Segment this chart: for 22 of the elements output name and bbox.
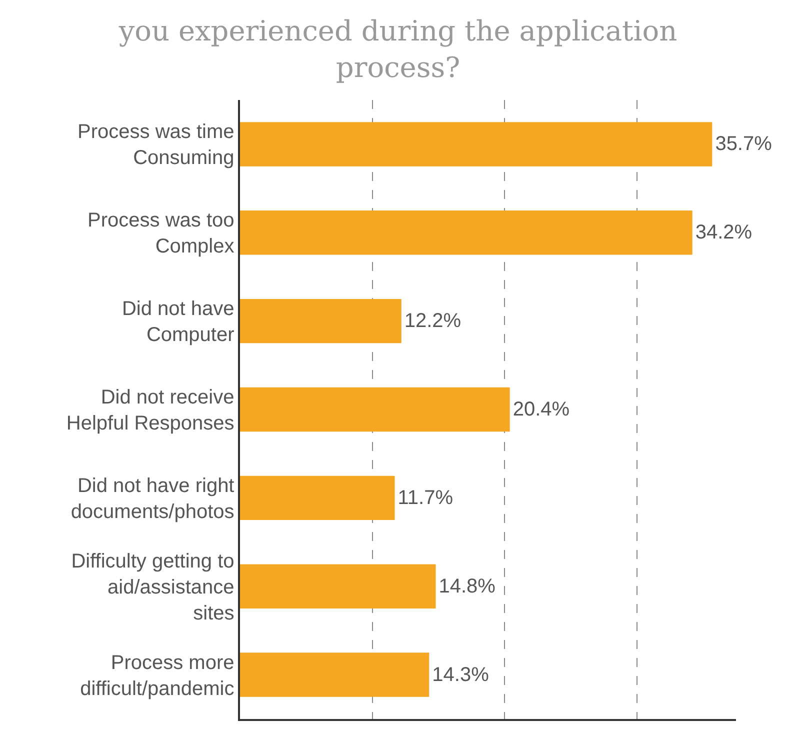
bar — [240, 564, 436, 608]
bar — [240, 298, 402, 344]
y-tick-label: Did not have right documents/photos — [70, 474, 235, 523]
y-tick-label: Did not receive Helpful Responses — [66, 386, 234, 434]
data-label: 14.3% — [432, 664, 490, 686]
chart-title: you experienced during the application process? — [118, 14, 678, 84]
bar — [240, 387, 510, 432]
bar — [240, 476, 395, 520]
y-tick-label: Process was too Complex — [88, 210, 234, 258]
y-tick-label: Difficulty getting to aid/assistance sites — [71, 550, 234, 624]
data-label: 12.2% — [404, 310, 462, 332]
y-tick-label: Process was time Consuming — [78, 121, 234, 170]
data-label: 35.7% — [715, 133, 772, 156]
data-label: 20.4% — [512, 398, 570, 420]
data-label: 11.7% — [398, 486, 454, 509]
data-label: 34.2% — [695, 222, 752, 244]
bar — [240, 652, 430, 697]
bar — [240, 210, 692, 255]
y-tick-label: Process more difficult/pandemic — [80, 652, 234, 700]
bar — [240, 122, 712, 166]
y-tick-label: Did not have Computer — [122, 298, 235, 346]
data-label: 14.8% — [438, 575, 496, 598]
